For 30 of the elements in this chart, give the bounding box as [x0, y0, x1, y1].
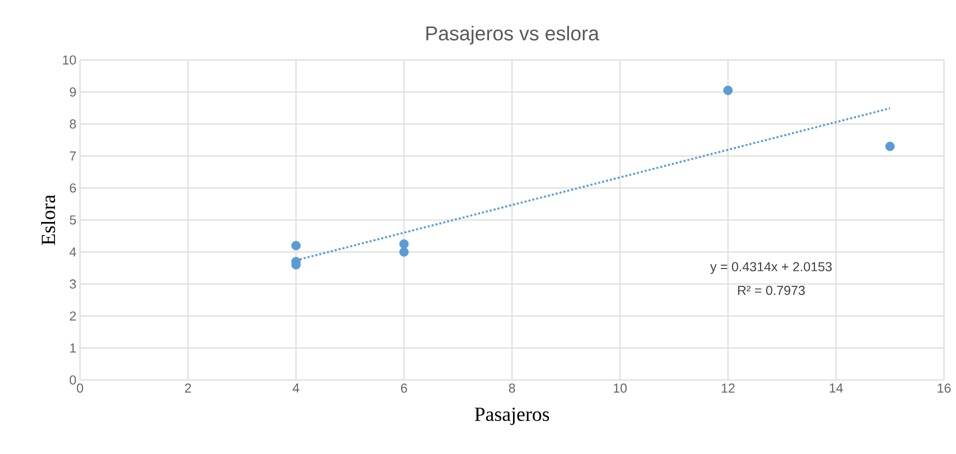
y-tick-label: 10 [63, 55, 76, 65]
y-tick-label: 1 [70, 344, 76, 352]
point [291, 240, 301, 250]
x-axis-title: Pasajeros [474, 408, 550, 426]
y-tick-label: 0 [70, 375, 76, 385]
y-tick-label: 7 [70, 152, 76, 160]
point [399, 247, 409, 257]
x-tick-label: 12 [722, 384, 735, 393]
x-tick-label: 2 [185, 384, 191, 393]
x-tick-label: 0 [76, 384, 84, 393]
x-tick-label: 4 [292, 384, 300, 392]
x-tick-label: 10 [614, 384, 627, 393]
y-tick-label: 6 [70, 183, 76, 193]
y-tick-label: 5 [70, 215, 76, 225]
x-tick-label: 14 [830, 384, 843, 392]
point [885, 142, 895, 152]
y-tick-label: 4 [70, 248, 76, 256]
x-tick-label: 6 [401, 384, 408, 393]
y-axis-title: Eslora [41, 194, 56, 245]
annotation: R² = 0.7973 [738, 286, 805, 295]
y-tick-label: 9 [70, 87, 76, 97]
y-tick-label: 2 [70, 311, 76, 321]
y-tick-label: 3 [70, 279, 76, 289]
chart-title: Pasajeros vs eslora [426, 26, 600, 44]
y-tick-label: 8 [70, 119, 76, 129]
annotation: y = 0.4314x + 2.0153 [710, 262, 832, 274]
x-tick-label: 8 [508, 384, 516, 393]
x-tick-label: 16 [938, 384, 951, 393]
point [723, 86, 733, 96]
point [399, 239, 409, 249]
